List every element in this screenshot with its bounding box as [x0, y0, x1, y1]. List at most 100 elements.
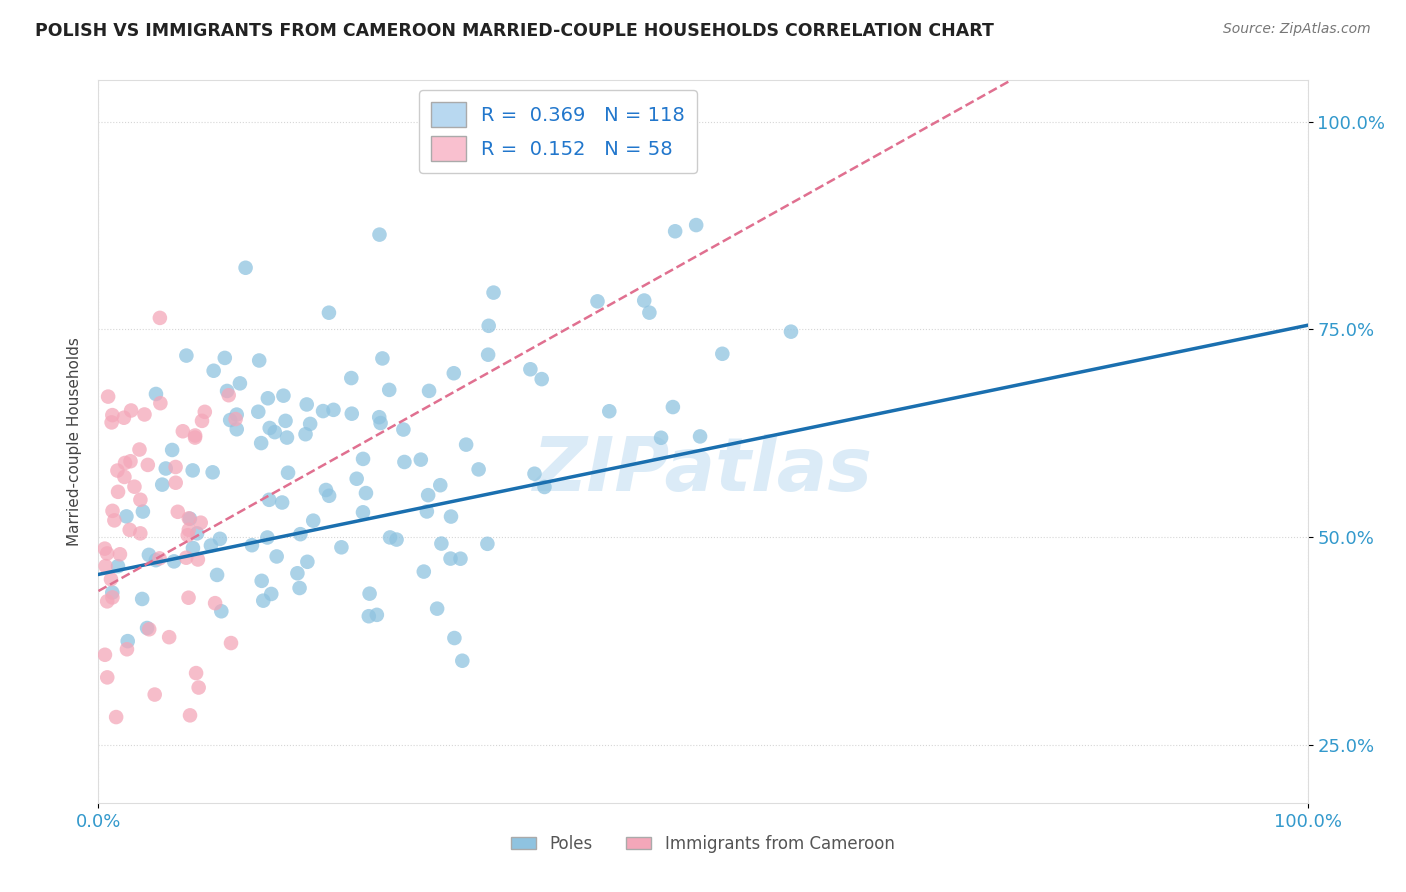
Point: [112, 410, 135, 425]
Point: [247, 405, 270, 419]
Point: [131, 591, 153, 606]
Point: [120, 454, 142, 468]
Point: [482, 285, 505, 300]
Point: [187, 681, 209, 695]
Point: [416, 504, 439, 518]
Point: [547, 139, 569, 153]
Point: [378, 531, 401, 545]
Point: [225, 408, 247, 422]
Point: [160, 442, 183, 457]
Point: [418, 384, 440, 398]
Point: [312, 404, 335, 418]
Point: [202, 364, 225, 378]
Point: [780, 325, 803, 339]
Point: [105, 710, 128, 724]
Point: [134, 408, 156, 422]
Point: [107, 484, 129, 499]
Y-axis label: Married-couple Households: Married-couple Households: [66, 337, 82, 546]
Point: [340, 407, 363, 421]
Point: [208, 532, 231, 546]
Point: [149, 310, 172, 325]
Point: [101, 408, 124, 422]
Point: [352, 505, 374, 519]
Point: [225, 412, 247, 426]
Point: [429, 478, 451, 492]
Point: [294, 427, 316, 442]
Point: [184, 666, 207, 681]
Point: [219, 413, 242, 427]
Point: [443, 631, 465, 645]
Text: POLISH VS IMMIGRANTS FROM CAMEROON MARRIED-COUPLE HOUSEHOLDS CORRELATION CHART: POLISH VS IMMIGRANTS FROM CAMEROON MARRI…: [35, 22, 994, 40]
Point: [128, 442, 150, 457]
Point: [394, 455, 416, 469]
Point: [371, 351, 394, 366]
Point: [235, 260, 257, 275]
Point: [378, 383, 401, 397]
Point: [257, 492, 280, 507]
Point: [97, 390, 120, 404]
Point: [256, 531, 278, 545]
Point: [149, 396, 172, 410]
Point: [96, 546, 118, 560]
Point: [101, 591, 124, 605]
Point: [148, 551, 170, 566]
Point: [426, 601, 449, 615]
Point: [418, 488, 440, 502]
Point: [138, 548, 160, 562]
Point: [177, 591, 200, 605]
Point: [330, 541, 353, 555]
Point: [302, 514, 325, 528]
Point: [219, 636, 242, 650]
Point: [456, 437, 478, 451]
Point: [194, 405, 217, 419]
Point: [689, 429, 711, 443]
Point: [519, 362, 541, 376]
Point: [129, 526, 152, 541]
Point: [290, 527, 312, 541]
Point: [315, 483, 337, 497]
Point: [184, 431, 207, 445]
Point: [157, 630, 180, 644]
Point: [145, 553, 167, 567]
Point: [478, 318, 501, 333]
Point: [354, 486, 377, 500]
Point: [165, 475, 187, 490]
Point: [530, 372, 553, 386]
Point: [297, 555, 319, 569]
Point: [225, 422, 247, 436]
Point: [93, 541, 115, 556]
Point: [150, 477, 173, 491]
Point: [685, 218, 707, 232]
Point: [218, 388, 240, 402]
Point: [187, 552, 209, 566]
Point: [276, 431, 298, 445]
Point: [179, 512, 201, 526]
Point: [191, 414, 214, 428]
Point: [633, 293, 655, 308]
Point: [136, 458, 159, 472]
Legend: Poles, Immigrants from Cameroon: Poles, Immigrants from Cameroon: [505, 828, 901, 860]
Point: [259, 421, 281, 435]
Point: [412, 565, 434, 579]
Point: [217, 384, 239, 398]
Point: [184, 428, 207, 442]
Point: [340, 371, 363, 385]
Point: [451, 654, 474, 668]
Point: [124, 480, 146, 494]
Point: [370, 416, 392, 430]
Point: [247, 353, 270, 368]
Point: [357, 609, 380, 624]
Point: [439, 551, 461, 566]
Point: [96, 594, 118, 608]
Point: [252, 593, 274, 607]
Point: [477, 348, 499, 362]
Point: [186, 526, 208, 541]
Point: [172, 424, 194, 438]
Point: [165, 460, 187, 475]
Point: [115, 642, 138, 657]
Point: [115, 509, 138, 524]
Point: [190, 516, 212, 530]
Point: [129, 492, 152, 507]
Point: [181, 463, 204, 477]
Point: [440, 509, 463, 524]
